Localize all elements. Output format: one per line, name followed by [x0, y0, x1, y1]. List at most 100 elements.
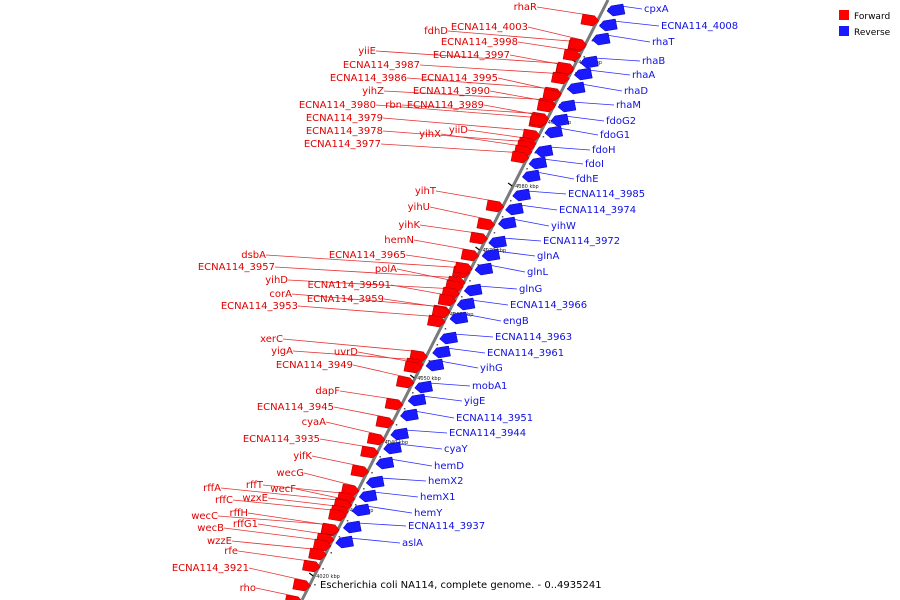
forward-gene-label[interactable]: rho	[240, 583, 256, 594]
forward-gene-label[interactable]: yihK	[398, 220, 420, 231]
reverse-gene-label[interactable]: hemY	[414, 508, 443, 519]
reverse-gene-hemy[interactable]	[351, 503, 371, 517]
forward-gene-yihk[interactable]	[469, 231, 489, 245]
reverse-gene-asla[interactable]	[335, 535, 354, 549]
forward-gene-ecna114-39591[interactable]	[437, 293, 457, 307]
reverse-gene-label[interactable]: ECNA114_3974	[559, 205, 636, 216]
reverse-gene-ecna114-3966[interactable]	[456, 297, 476, 311]
forward-gene-label[interactable]: ECNA114_3953	[221, 301, 298, 312]
reverse-gene-moba1[interactable]	[414, 380, 433, 394]
forward-gene-ecna114-3990[interactable]	[536, 99, 556, 113]
forward-gene-cyaa[interactable]	[366, 432, 386, 446]
reverse-gene-hemx2[interactable]	[365, 475, 385, 489]
forward-gene-label[interactable]: rhaR	[514, 2, 537, 13]
forward-gene-label[interactable]: xerC	[260, 334, 283, 345]
reverse-gene-label[interactable]: ECNA114_3937	[408, 521, 485, 532]
reverse-gene-ecna114-4008[interactable]	[598, 18, 618, 32]
forward-gene-yihu[interactable]	[476, 217, 496, 231]
forward-gene-rfe[interactable]	[302, 559, 321, 573]
reverse-gene-label[interactable]: hemX1	[420, 492, 455, 503]
forward-gene-label[interactable]: fdhD	[424, 26, 448, 37]
reverse-gene-label[interactable]: rhaD	[624, 86, 648, 97]
forward-gene-label[interactable]: ECNA114_3979	[306, 113, 383, 124]
reverse-gene-label[interactable]: ECNA114_3944	[449, 428, 526, 439]
forward-gene-label[interactable]: wzxE	[242, 493, 268, 504]
reverse-gene-cyay[interactable]	[383, 441, 402, 455]
forward-gene-label[interactable]: rffC	[215, 495, 233, 506]
reverse-gene-label[interactable]: yihW	[551, 221, 576, 232]
reverse-gene-label[interactable]: cpxA	[644, 4, 669, 15]
forward-gene-ecna114-3949[interactable]	[395, 375, 415, 389]
forward-gene-label[interactable]: uvrD	[334, 347, 358, 358]
forward-gene-label[interactable]: ECNA114_4003	[451, 22, 528, 33]
forward-gene-label[interactable]: ECNA114_39591	[307, 280, 391, 291]
forward-gene-label[interactable]: wecG	[276, 468, 304, 479]
reverse-gene-label[interactable]: fdhE	[576, 174, 599, 185]
forward-gene-label[interactable]: ECNA114_3957	[198, 262, 275, 273]
reverse-gene-yige[interactable]	[407, 393, 427, 407]
forward-gene-label[interactable]: rffA	[203, 483, 221, 494]
forward-gene-label[interactable]: ECNA114_3965	[329, 250, 406, 261]
reverse-gene-label[interactable]: rhaM	[616, 100, 641, 111]
forward-gene-label[interactable]: ECNA114_3986	[330, 73, 407, 84]
reverse-gene-label[interactable]: fdoG2	[606, 116, 636, 127]
reverse-gene-cpxa[interactable]	[606, 3, 626, 17]
forward-gene-label[interactable]: rbn	[385, 100, 402, 111]
forward-gene-label[interactable]: ECNA114_3987	[343, 60, 420, 71]
reverse-gene-rhab[interactable]	[580, 55, 599, 69]
reverse-gene-label[interactable]: hemD	[434, 461, 464, 472]
reverse-gene-ecna114-3937[interactable]	[342, 520, 362, 534]
forward-gene-label[interactable]: ECNA114_3989	[407, 100, 484, 111]
reverse-gene-label[interactable]: hemX2	[428, 476, 463, 487]
forward-gene-label[interactable]: yihX	[419, 129, 441, 140]
forward-gene-ecna114-3921[interactable]	[292, 578, 312, 592]
forward-gene-hemn[interactable]	[460, 248, 480, 262]
reverse-gene-hemd[interactable]	[375, 456, 395, 470]
reverse-gene-fdog1[interactable]	[544, 125, 564, 139]
forward-gene-label[interactable]: ECNA114_3921	[172, 563, 249, 574]
forward-gene-ecna114-3989[interactable]	[529, 113, 549, 127]
reverse-gene-label[interactable]: ECNA114_3951	[456, 413, 533, 424]
forward-gene-label[interactable]: dsbA	[241, 250, 266, 261]
forward-gene-ecna114-3998[interactable]	[562, 48, 582, 62]
forward-gene-label[interactable]: yiiD	[449, 125, 468, 136]
reverse-gene-ecna114-3951[interactable]	[400, 408, 419, 422]
forward-gene-label[interactable]: ECNA114_3978	[306, 126, 383, 137]
forward-gene-ecna114-3977[interactable]	[510, 150, 530, 164]
reverse-gene-ecna114-3961[interactable]	[432, 345, 451, 359]
reverse-gene-ecna114-3944[interactable]	[390, 427, 409, 441]
forward-gene-label[interactable]: rffG1	[233, 519, 258, 530]
forward-gene-label[interactable]: corA	[269, 289, 292, 300]
forward-gene-label[interactable]: ECNA114_3945	[257, 402, 334, 413]
reverse-gene-ecna114-3972[interactable]	[488, 235, 507, 249]
forward-gene-label[interactable]: yihD	[265, 275, 288, 286]
reverse-gene-rhaa[interactable]	[573, 67, 593, 81]
forward-gene-ecna114-3987[interactable]	[550, 71, 570, 85]
forward-gene-dapf[interactable]	[384, 397, 404, 411]
forward-gene-ecna114-3953[interactable]	[427, 314, 446, 328]
reverse-gene-label[interactable]: mobA1	[472, 381, 507, 392]
forward-gene-rho[interactable]	[285, 594, 303, 600]
forward-gene-yifk[interactable]	[350, 464, 370, 478]
forward-gene-label[interactable]: ECNA114_3998	[441, 37, 518, 48]
reverse-gene-rhat[interactable]	[591, 32, 611, 46]
forward-gene-wzze[interactable]	[308, 547, 327, 561]
forward-gene-label[interactable]: yihT	[415, 186, 437, 197]
forward-gene-ecna114-3945[interactable]	[375, 415, 395, 429]
forward-gene-label[interactable]: yifK	[293, 451, 312, 462]
reverse-gene-label[interactable]: yigE	[464, 396, 485, 407]
reverse-gene-label[interactable]: yihG	[480, 363, 503, 374]
forward-gene-label[interactable]: ECNA114_3995	[421, 73, 498, 84]
forward-gene-ecna114-3965[interactable]	[454, 261, 473, 275]
forward-gene-label[interactable]: ECNA114_3997	[433, 50, 510, 61]
forward-gene-rffc[interactable]	[328, 508, 347, 522]
reverse-gene-yihg[interactable]	[425, 358, 445, 372]
forward-gene-label[interactable]: ECNA114_3990	[413, 86, 490, 97]
forward-gene-yiie[interactable]	[556, 61, 575, 75]
forward-gene-label[interactable]: yihU	[408, 202, 430, 213]
reverse-gene-yihw[interactable]	[497, 216, 517, 230]
reverse-gene-ecna114-3974[interactable]	[505, 202, 524, 216]
forward-gene-label[interactable]: rfe	[224, 546, 238, 557]
forward-gene-label[interactable]: yigA	[271, 346, 293, 357]
reverse-gene-label[interactable]: glnA	[537, 251, 559, 262]
